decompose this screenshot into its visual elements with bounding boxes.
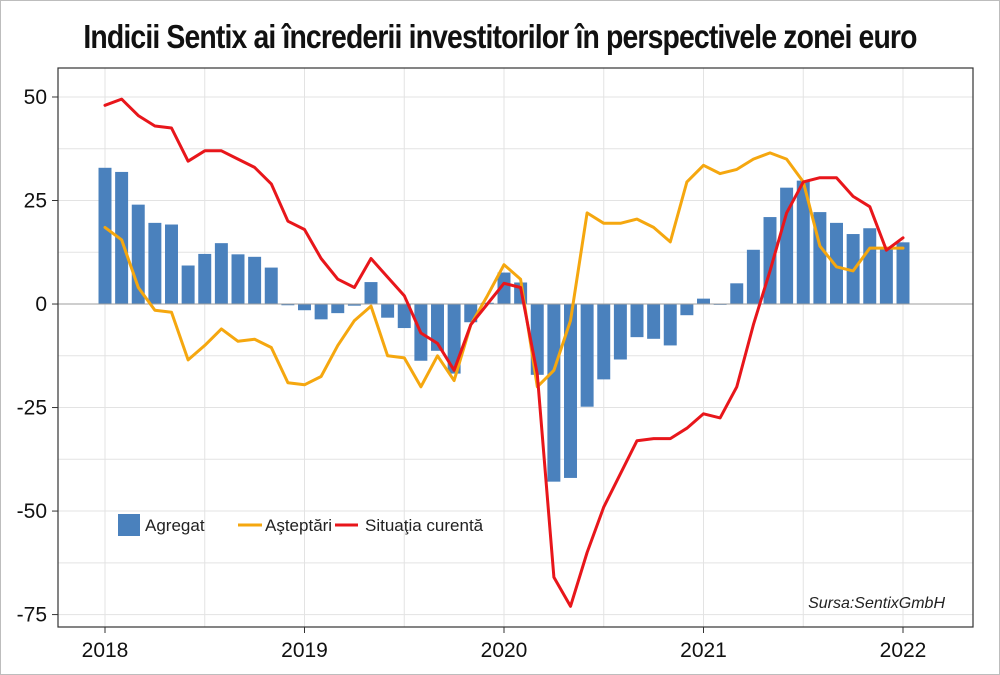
agregat-bar	[830, 222, 843, 305]
agregat-bar	[780, 187, 794, 305]
agregat-bar	[580, 304, 594, 407]
agregat-bar	[680, 304, 694, 316]
y-axis-ticks: 50 25 0 -25 -50 -75	[17, 86, 58, 627]
agregat-bar	[896, 242, 910, 305]
agregat-bar	[364, 282, 378, 305]
agregat-bar	[597, 304, 611, 380]
y-tick-label: 0	[35, 293, 47, 316]
agregat-bar	[248, 256, 262, 305]
plot-area	[58, 68, 973, 627]
series-lines	[103, 97, 905, 608]
x-tick-label: 2020	[481, 639, 528, 662]
legend: Agregat Aşteptări Situaţia curentă	[118, 514, 484, 536]
agregat-bar	[281, 304, 295, 306]
x-axis-ticks: 2018 2019 2020 2021 2022	[82, 627, 927, 662]
agregat-bar	[198, 253, 212, 305]
agregat-bar	[347, 304, 361, 306]
agregat-bar	[497, 272, 511, 305]
y-tick-label: -75	[17, 604, 47, 627]
agregat-bar	[231, 254, 245, 305]
y-tick-label: 50	[24, 86, 47, 109]
agregat-bar	[447, 304, 461, 374]
agregat-bar	[796, 180, 810, 305]
x-tick-label: 2018	[82, 639, 129, 662]
agregat-bar	[431, 304, 444, 351]
agregat-bar	[214, 243, 228, 305]
agregat-bar	[381, 304, 395, 318]
agregat-bar	[879, 248, 893, 305]
agregat-bar	[763, 217, 777, 305]
agregat-bar	[397, 304, 411, 329]
agregat-bar	[298, 304, 311, 311]
agregat-bar	[148, 222, 162, 305]
agregat-bar	[314, 304, 328, 320]
chart-title: Indicii Sentix ai încrederii investitori…	[83, 18, 917, 55]
y-tick-label: 25	[24, 190, 47, 213]
source-note: Sursa:SentixGmbH	[808, 595, 945, 612]
y-tick-label: -50	[17, 500, 47, 523]
agregat-bar	[181, 265, 195, 305]
agregat-bar	[331, 304, 345, 314]
agregat-bar	[613, 304, 627, 360]
agregat-bar	[630, 304, 644, 338]
agregat-bar	[746, 249, 760, 305]
agregat-bar	[697, 298, 710, 305]
plot-border	[57, 67, 974, 628]
agregat-bar	[98, 167, 112, 305]
agregat-bar	[863, 228, 877, 305]
agregat-bar	[165, 224, 178, 305]
y-tick-label: -25	[17, 397, 47, 420]
agregat-bar	[647, 304, 661, 339]
agregat-bar	[564, 304, 577, 478]
asteptari-line	[103, 151, 905, 389]
legend-label-situatia-curenta: Situaţia curentă	[365, 516, 484, 535]
legend-label-asteptari: Aşteptări	[265, 516, 332, 535]
situatia-curenta-line	[103, 97, 905, 608]
legend-label-agregat: Agregat	[145, 516, 205, 535]
agregat-bar	[547, 304, 561, 482]
legend-swatch-agregat	[118, 514, 140, 536]
agregat-bar	[730, 283, 744, 305]
x-tick-label: 2019	[281, 639, 328, 662]
agregat-bar	[663, 304, 677, 346]
x-tick-label: 2022	[880, 639, 927, 662]
agregat-bar	[264, 267, 278, 305]
x-tick-label: 2021	[680, 639, 727, 662]
